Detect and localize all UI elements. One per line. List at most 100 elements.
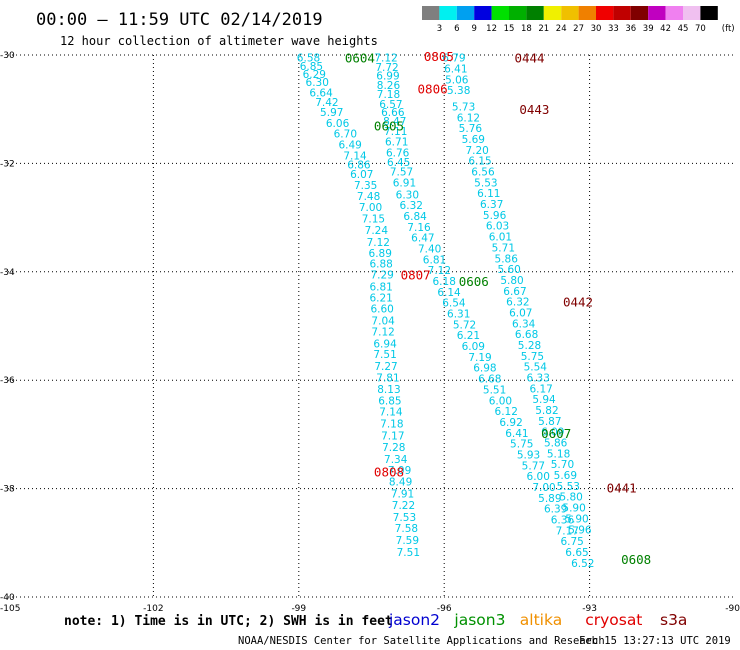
wave-height-point: 6.15	[468, 156, 491, 168]
wave-height-point: 6.75	[560, 536, 583, 548]
color-tick-label: 33	[608, 24, 619, 34]
wave-height-points: 6.586.856.296.306.647.425.976.066.706.49…	[297, 53, 595, 570]
wave-height-point: 6.79	[442, 53, 465, 65]
wave-height-point: 6.39	[544, 504, 567, 516]
wave-height-point: 5.75	[521, 351, 544, 363]
wave-height-point: 5.28	[518, 340, 541, 352]
y-tick-label: -32	[0, 159, 15, 169]
wave-height-point: 5.77	[522, 460, 545, 472]
color-swatch	[578, 6, 596, 20]
wave-height-point: 7.12	[428, 265, 451, 277]
wave-height-point: 7.22	[392, 500, 415, 512]
color-swatch	[474, 6, 492, 20]
wave-height-point: 6.36	[551, 514, 575, 526]
pass-label: 0608	[621, 552, 651, 567]
wave-height-point: 6.99	[376, 71, 399, 83]
wave-height-point: 7.14	[379, 407, 403, 419]
wave-height-point: 5.53	[474, 177, 497, 189]
wave-height-point: 5.60	[497, 264, 520, 276]
wave-height-point: 5.75	[510, 439, 533, 451]
wave-height-point: 6.14	[437, 287, 461, 299]
x-tick-label: -105	[0, 604, 20, 614]
color-tick-label: 36	[625, 24, 636, 34]
wave-height-point: 7.14	[343, 150, 367, 162]
wave-height-point: 6.32	[506, 297, 529, 309]
wave-height-point: 5.71	[492, 242, 515, 254]
wave-height-point: 6.60	[370, 304, 393, 316]
wave-height-point: 6.17	[529, 383, 552, 395]
x-tick-label: -93	[582, 604, 597, 614]
wave-height-point: 7.19	[468, 352, 491, 364]
wave-height-point: 5.69	[554, 470, 577, 482]
pass-label: 0441	[607, 481, 637, 496]
color-swatch	[630, 6, 649, 20]
wave-height-point: 7.53	[393, 512, 416, 524]
x-tick-label: -96	[437, 604, 452, 614]
wave-height-point: 7.15	[362, 214, 385, 226]
wave-height-point: 6.12	[495, 406, 518, 418]
legend-entry: cryosat	[585, 611, 642, 629]
color-tick-label: 30	[591, 24, 602, 34]
legend-entry: jason2	[388, 611, 440, 629]
color-scale-bar: 3 6 9 12 15 18 21 24 27 30 33 36 39 42 45 70 (ft)	[422, 6, 735, 34]
wave-height-point: 6.09	[541, 427, 564, 439]
x-tick-label: -99	[291, 604, 306, 614]
wave-height-point: 6.70	[334, 129, 357, 141]
pass-labels: 0604 0805 0444 0806 0443 0605 0807 0606 0442 0607…	[345, 49, 651, 567]
wave-height-point: 7.18	[377, 89, 400, 101]
wave-height-point: 6.31	[447, 309, 470, 321]
wave-height-point: 5.90	[562, 503, 585, 515]
pass-label: 0606	[459, 274, 489, 289]
wave-height-point: 6.54	[442, 298, 466, 310]
wave-height-point: 5.54	[524, 362, 548, 374]
wave-height-point: 7.16	[407, 222, 431, 234]
pass-label: 0444	[514, 51, 544, 66]
color-tick-label: 39	[643, 24, 654, 34]
wave-height-point: 7.20	[465, 145, 488, 157]
wave-height-point: 7.34	[384, 454, 408, 466]
wave-height-point: 6.57	[379, 99, 402, 111]
wave-height-point: 5.80	[500, 275, 523, 287]
wave-height-point: 7.00	[532, 482, 555, 494]
wave-height-point: 7.11	[384, 126, 407, 138]
wave-height-point: 5.96	[568, 524, 592, 536]
color-tick-label: 15	[504, 24, 515, 34]
color-swatch	[648, 6, 666, 20]
wave-height-point: 6.11	[477, 188, 500, 200]
x-tick-label: -90	[725, 604, 740, 614]
wave-height-point: 7.00	[359, 202, 382, 214]
legend-entry: s3a	[660, 611, 687, 629]
color-swatch	[422, 6, 440, 20]
wave-height-point: 6.06	[326, 118, 350, 130]
wave-height-point: 5.94	[532, 394, 556, 406]
footer-note: note: 1) Time is in UTC; 2) SWH is in fe…	[64, 614, 393, 629]
wave-height-point: 6.76	[386, 148, 410, 160]
wave-height-point: 7.09	[388, 465, 411, 477]
y-tick-label: -40	[0, 593, 15, 603]
wave-height-point: 5.89	[538, 493, 561, 505]
pass-label: 0604	[345, 51, 375, 66]
wave-height-point: 7.27	[374, 361, 397, 373]
wave-height-point: 6.98	[473, 363, 496, 375]
wave-height-point: 8.47	[383, 116, 406, 128]
color-tick-label: 9	[471, 24, 476, 34]
wave-height-point: 6.66	[381, 107, 405, 119]
pass-label: 0806	[418, 82, 448, 97]
wave-height-point: 7.18	[380, 419, 403, 431]
y-tick-label: -34	[0, 268, 15, 278]
wave-height-point: 6.81	[423, 254, 446, 266]
color-swatch	[491, 6, 509, 20]
wave-height-point: 6.00	[489, 395, 512, 407]
color-unit-label: (ft)	[722, 24, 735, 34]
color-swatch	[456, 6, 475, 20]
wave-height-point: 6.34	[512, 318, 536, 330]
wave-height-point: 7.24	[365, 225, 389, 237]
color-tick-label: 18	[521, 24, 532, 34]
wave-height-point: 7.29	[370, 270, 393, 282]
wave-height-point: 7.51	[373, 349, 396, 361]
wave-height-point: 7.51	[397, 547, 420, 559]
pass-label: 0442	[563, 295, 593, 310]
color-tick-label: 6	[454, 24, 459, 34]
color-swatch	[509, 6, 527, 20]
